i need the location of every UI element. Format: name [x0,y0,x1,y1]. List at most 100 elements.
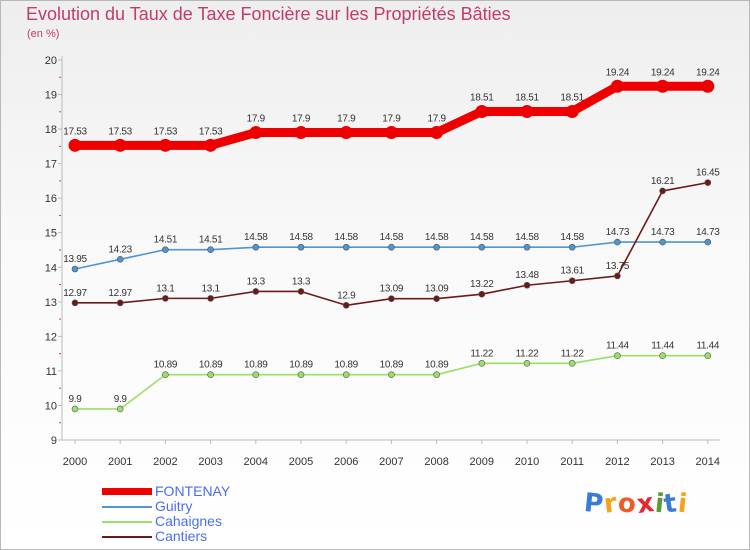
data-label-cantiers: 13.3 [247,276,266,287]
data-point-cantiers [116,299,124,307]
data-point-guitry [116,256,124,263]
y-tick-label: 19 [45,90,57,102]
data-point-cantiers [568,277,576,285]
data-label-cahaignes: 10.89 [380,360,404,371]
legend-item-guitry[interactable]: Guitry [102,499,230,514]
data-label-fontenay: 19.24 [696,67,720,78]
legend-item-cantiers[interactable]: Cantiers [102,529,230,544]
x-tick-label: 2002 [153,456,177,468]
data-point-cantiers [162,295,169,302]
data-point-guitry [207,246,214,253]
data-point-guitry [297,243,305,251]
data-label-fontenay: 19.24 [606,67,630,78]
data-point-fontenay [204,138,218,152]
data-label-cahaignes: 9.9 [114,394,128,405]
data-label-guitry: 14.73 [651,227,675,238]
data-label-guitry: 14.58 [515,232,539,243]
data-label-guitry: 14.58 [334,232,358,243]
data-point-guitry [71,265,79,273]
data-point-cahaignes [523,360,531,367]
data-label-guitry: 14.73 [696,227,720,238]
data-point-cantiers [659,187,666,195]
data-label-guitry: 14.73 [606,227,630,238]
data-label-fontenay: 17.53 [63,126,87,137]
x-tick-label: 2004 [244,456,268,468]
data-point-cahaignes [659,352,666,360]
data-label-cahaignes: 10.89 [289,360,313,371]
y-tick-label: 17 [45,159,57,171]
data-point-cantiers [523,281,531,289]
data-point-cantiers [433,295,440,303]
logo-letter: i [676,488,690,520]
data-label-guitry: 14.58 [470,232,494,243]
data-point-cantiers [207,295,214,302]
data-label-cahaignes: 11.22 [470,348,494,359]
data-point-fontenay [113,138,127,152]
data-label-cahaignes: 10.89 [244,360,268,371]
x-tick-label: 2007 [379,456,403,468]
data-point-cantiers [704,179,712,186]
data-point-fontenay [68,138,82,152]
data-point-fontenay [294,126,308,140]
legend-item-cahaignes[interactable]: Cahaignes [102,514,230,529]
data-label-guitry: 14.23 [108,244,132,255]
data-point-guitry [433,243,440,251]
data-point-cahaignes [478,360,486,367]
legend-swatch-cantiers [102,535,152,538]
data-point-cantiers [388,295,395,303]
data-point-fontenay [565,104,579,118]
data-label-cahaignes: 11.22 [561,348,585,359]
x-tick-label: 2008 [424,456,448,468]
legend-label-cahaignes: Cahaignes [155,513,222,529]
data-label-guitry: 13.95 [63,254,87,265]
data-label-fontenay: 19.24 [651,67,675,78]
data-label-cantiers: 13.3 [292,276,311,287]
data-label-guitry: 14.58 [425,232,449,243]
chart-subtitle: (en %) [27,28,60,40]
x-tick-label: 2001 [108,456,132,468]
x-tick-label: 2010 [515,456,539,468]
data-point-fontenay [339,126,353,140]
data-point-cahaignes [342,371,350,379]
data-point-cahaignes [252,371,260,379]
data-label-fontenay: 17.9 [427,114,446,125]
data-point-fontenay [430,126,444,140]
data-point-guitry [252,243,260,251]
legend: FONTENAY Guitry Cahaignes Cantiers [102,484,230,544]
legend-swatch-fontenay [102,488,152,495]
x-tick-label: 2000 [63,456,87,468]
data-point-cahaignes [433,371,440,379]
y-tick-label: 13 [45,297,57,309]
x-tick-label: 2003 [198,456,222,468]
data-label-fontenay: 17.9 [382,114,401,125]
data-label-cantiers: 13.48 [515,270,539,281]
legend-swatch-cahaignes [102,520,152,523]
data-label-fontenay: 18.51 [515,92,539,103]
data-label-cantiers: 13.1 [201,283,220,294]
data-point-cantiers [252,288,260,295]
x-tick-label: 2012 [605,456,629,468]
data-point-fontenay [701,79,715,93]
data-point-guitry [388,243,395,251]
data-point-cahaignes [704,352,712,360]
x-tick-label: 2005 [289,456,313,468]
legend-item-fontenay[interactable]: FONTENAY [102,484,230,499]
data-point-cantiers [614,272,621,280]
data-label-cantiers: 13.09 [380,284,404,295]
x-tick-label: 2013 [650,456,674,468]
data-label-fontenay: 17.53 [108,126,132,137]
data-label-cahaignes: 11.22 [516,348,540,359]
data-label-fontenay: 17.53 [154,126,178,137]
y-tick-label: 15 [45,228,57,240]
data-label-guitry: 14.58 [380,232,404,243]
x-tick-label: 2009 [470,456,494,468]
legend-swatch-guitry [102,505,152,508]
data-label-cahaignes: 11.44 [651,341,675,352]
data-label-cantiers: 12.97 [108,288,132,299]
data-label-fontenay: 17.53 [199,126,223,137]
data-label-guitry: 14.58 [289,232,313,243]
legend-label-guitry: Guitry [155,498,193,514]
y-tick-label: 11 [46,366,57,378]
y-tick-label: 18 [45,124,57,136]
